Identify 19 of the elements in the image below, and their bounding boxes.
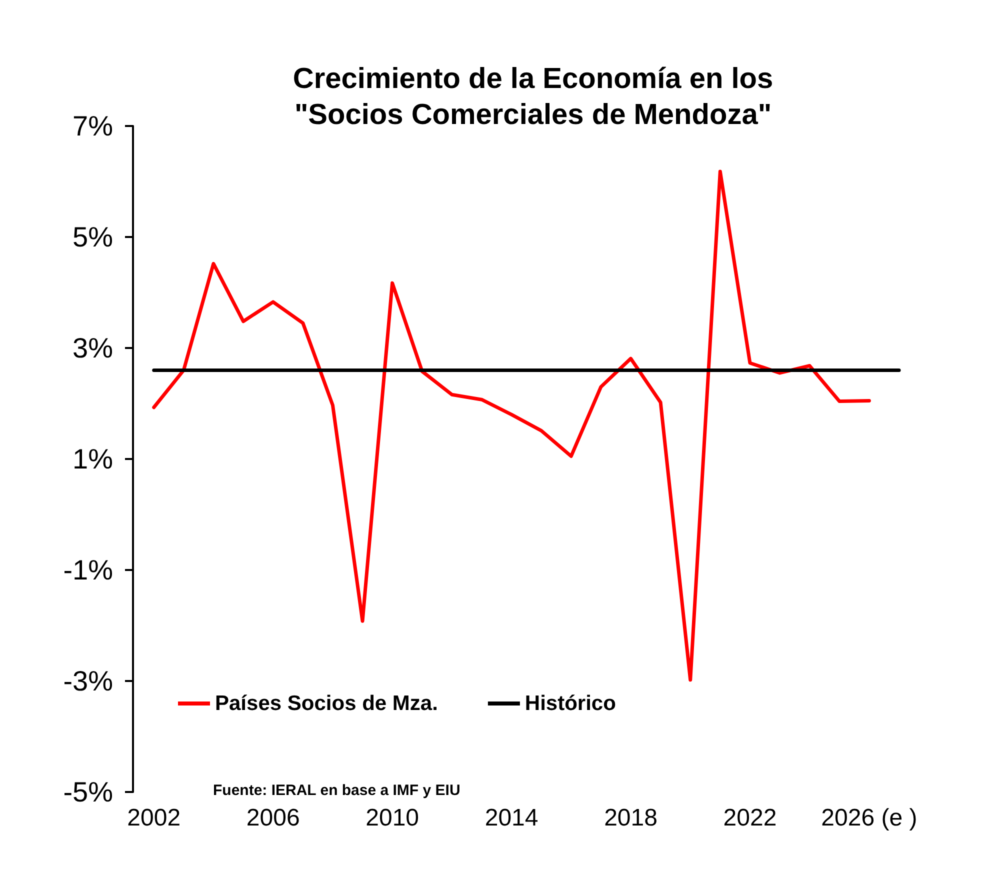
y-tick-label: 3% — [72, 332, 113, 364]
legend-label: Países Socios de Mza. — [215, 692, 438, 715]
legend-label: Histórico — [524, 692, 616, 715]
x-tick-label: 2022 — [723, 804, 777, 832]
y-tick-label: 1% — [72, 444, 113, 474]
line-series — [152, 170, 871, 682]
x-tick-label: 2006 — [246, 804, 300, 832]
y-tick-label: 5% — [72, 222, 113, 252]
x-tick-label: 2002 — [127, 804, 181, 832]
annotation: Fuente: IERAL en base a IMF y EIU — [213, 782, 460, 799]
chart-title: Crecimiento de la Economía en los "Socios Comerciales de Mendoza" — [292, 63, 774, 131]
x-tick-label: 2014 — [484, 804, 538, 832]
y-tick-label: -3% — [63, 666, 113, 696]
y-tick-label: -5% — [63, 776, 113, 808]
y-tick-label: -1% — [63, 554, 113, 586]
y-tick-label: 7% — [72, 110, 113, 142]
x-tick-label: 2010 — [366, 804, 420, 832]
x-tick-label: 2018 — [604, 804, 658, 832]
x-tick-label: 2026 (e ) — [821, 804, 918, 832]
